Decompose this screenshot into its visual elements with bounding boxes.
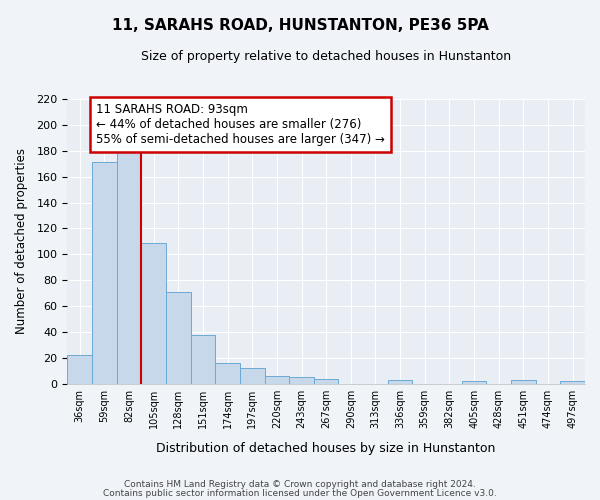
Text: Contains public sector information licensed under the Open Government Licence v3: Contains public sector information licen… — [103, 488, 497, 498]
Text: Contains HM Land Registry data © Crown copyright and database right 2024.: Contains HM Land Registry data © Crown c… — [124, 480, 476, 489]
Text: 11 SARAHS ROAD: 93sqm
← 44% of detached houses are smaller (276)
55% of semi-det: 11 SARAHS ROAD: 93sqm ← 44% of detached … — [96, 103, 385, 146]
Bar — [215, 363, 240, 384]
Y-axis label: Number of detached properties: Number of detached properties — [15, 148, 28, 334]
Bar — [116, 152, 141, 384]
Bar — [511, 380, 536, 384]
Bar — [166, 292, 191, 384]
Title: Size of property relative to detached houses in Hunstanton: Size of property relative to detached ho… — [141, 50, 511, 63]
Text: 11, SARAHS ROAD, HUNSTANTON, PE36 5PA: 11, SARAHS ROAD, HUNSTANTON, PE36 5PA — [112, 18, 488, 32]
Bar — [289, 378, 314, 384]
Bar — [240, 368, 265, 384]
Bar — [265, 376, 289, 384]
Bar — [67, 356, 92, 384]
Bar — [141, 242, 166, 384]
Bar — [388, 380, 412, 384]
Bar — [560, 382, 585, 384]
Bar — [314, 378, 338, 384]
Bar — [92, 162, 116, 384]
Bar — [462, 382, 487, 384]
X-axis label: Distribution of detached houses by size in Hunstanton: Distribution of detached houses by size … — [157, 442, 496, 455]
Bar — [191, 334, 215, 384]
